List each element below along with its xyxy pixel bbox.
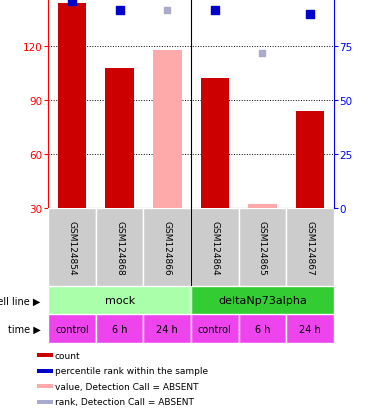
Bar (191, 315, 239, 343)
Point (212, 7, 218, 14)
Text: mock: mock (105, 296, 135, 306)
Bar (286, 315, 334, 343)
Point (116, 7, 122, 14)
Text: control: control (198, 324, 232, 334)
Text: 24 h: 24 h (157, 324, 178, 334)
Bar (144, 315, 191, 343)
Bar (48, 208, 96, 287)
Bar (286, 208, 334, 287)
Text: 24 h: 24 h (299, 324, 321, 334)
Text: percentile rank within the sample: percentile rank within the sample (55, 366, 208, 375)
Bar (191, 287, 334, 315)
Bar (48, 315, 96, 343)
Bar (201, 79, 229, 208)
Text: rank, Detection Call = ABSENT: rank, Detection Call = ABSENT (55, 397, 194, 406)
Text: GSM124854: GSM124854 (68, 220, 76, 275)
Bar (105, 69, 134, 208)
Bar (191, 208, 239, 287)
Text: GSM124865: GSM124865 (258, 220, 267, 275)
Bar (296, 112, 324, 208)
Bar (96, 315, 144, 343)
Point (307, 12, 313, 18)
Text: GSM124867: GSM124867 (306, 220, 315, 275)
Text: cell line ▶: cell line ▶ (0, 296, 41, 306)
Text: deltaNp73alpha: deltaNp73alpha (218, 296, 307, 306)
Text: 6 h: 6 h (255, 324, 270, 334)
Bar (96, 208, 144, 287)
Text: 6 h: 6 h (112, 324, 127, 334)
Text: value, Detection Call = ABSENT: value, Detection Call = ABSENT (55, 382, 198, 391)
Text: time ▶: time ▶ (8, 324, 41, 334)
Bar (58, 4, 86, 208)
Bar (144, 208, 191, 287)
Bar (239, 315, 286, 343)
Point (69, 0, 75, 5)
Bar (153, 51, 181, 208)
Text: GSM124864: GSM124864 (210, 220, 219, 275)
Bar (48, 287, 191, 315)
Text: count: count (55, 351, 81, 360)
Bar (37, 369, 53, 373)
Point (259, 50, 265, 57)
Bar (239, 208, 286, 287)
Text: GSM124868: GSM124868 (115, 220, 124, 275)
Bar (37, 384, 53, 388)
Bar (248, 204, 277, 208)
Text: control: control (55, 324, 89, 334)
Bar (37, 400, 53, 404)
Bar (37, 354, 53, 358)
Text: GSM124866: GSM124866 (163, 220, 172, 275)
Point (164, 7, 170, 14)
